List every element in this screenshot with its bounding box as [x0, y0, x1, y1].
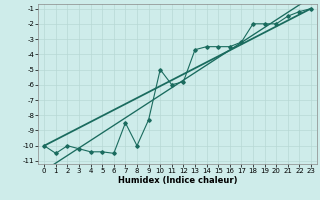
X-axis label: Humidex (Indice chaleur): Humidex (Indice chaleur) [118, 176, 237, 185]
